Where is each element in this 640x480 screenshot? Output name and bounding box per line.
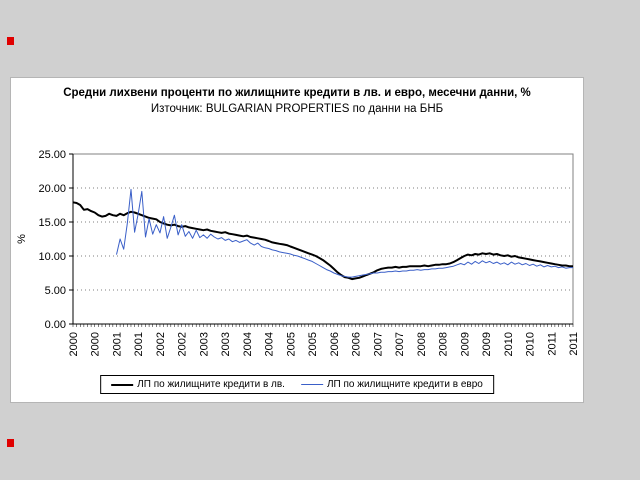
chart-title-block: Средни лихвени проценти по жилищните кре… [59, 85, 535, 115]
x-tick-label: 2001 [111, 332, 123, 356]
x-tick-label: 2006 [329, 332, 341, 356]
eur-line-icon [300, 384, 323, 385]
x-tick-label: 2003 [198, 332, 210, 356]
x-tick-label: 2008 [438, 332, 450, 356]
x-tick-label: 2004 [264, 332, 276, 356]
x-tick-label: 2011 [546, 332, 558, 356]
legend-item-eur: ЛП по жилищните кредити в евро [300, 379, 483, 390]
x-tick-label: 2002 [177, 332, 189, 356]
x-tick-label: 2010 [525, 332, 537, 356]
series-line-0 [72, 201, 573, 281]
y-tick-label: 25.00 [38, 149, 66, 161]
legend: ЛП по жилищните кредити в лв. ЛП по жили… [100, 375, 494, 394]
x-tick-label: 2006 [351, 332, 363, 356]
chart-title: Средни лихвени проценти по жилищните кре… [63, 87, 531, 99]
red-marker-bottom-icon [7, 439, 14, 447]
y-tick-label: 0.00 [45, 319, 66, 331]
legend-item-bgn: ЛП по жилищните кредити в лв. [111, 379, 285, 390]
plot-area [72, 153, 574, 325]
x-tick-label: 2005 [285, 332, 297, 356]
x-tick-label: 2005 [307, 332, 319, 356]
chart-panel: Средни лихвени проценти по жилищните кре… [10, 77, 584, 403]
legend-label-eur: ЛП по жилищните кредити в евро [326, 379, 483, 390]
x-tick-label: 2003 [220, 332, 232, 356]
x-tick-label: 2000 [68, 332, 80, 356]
x-tick-label: 2001 [133, 332, 145, 356]
y-axis-title: % [16, 234, 28, 244]
y-tick-label: 20.00 [38, 183, 66, 195]
x-tick-label: 2009 [481, 332, 493, 356]
x-tick-label: 2010 [503, 332, 515, 356]
x-tick-label: 2011 [568, 332, 580, 356]
legend-label-bgn: ЛП по жилищните кредити в лв. [137, 379, 285, 390]
chart-subtitle: Източник: BULGARIAN PROPERTIES по данни … [150, 103, 444, 116]
x-tick-label: 2004 [242, 332, 254, 356]
bgn-line-icon [111, 383, 134, 386]
y-tick-label: 15.00 [38, 217, 66, 229]
y-tick-label: 5.00 [45, 285, 66, 297]
x-tick-label: 2008 [416, 332, 428, 356]
x-tick-label: 2007 [372, 332, 384, 356]
series-line-1 [116, 188, 573, 278]
x-tick-label: 2009 [459, 332, 471, 356]
y-tick-label: 10.00 [38, 251, 66, 263]
x-tick-label: 2002 [155, 332, 167, 356]
red-marker-top-icon [7, 37, 14, 45]
x-tick-label: 2007 [394, 332, 406, 356]
x-tick-label: 2000 [90, 332, 102, 356]
